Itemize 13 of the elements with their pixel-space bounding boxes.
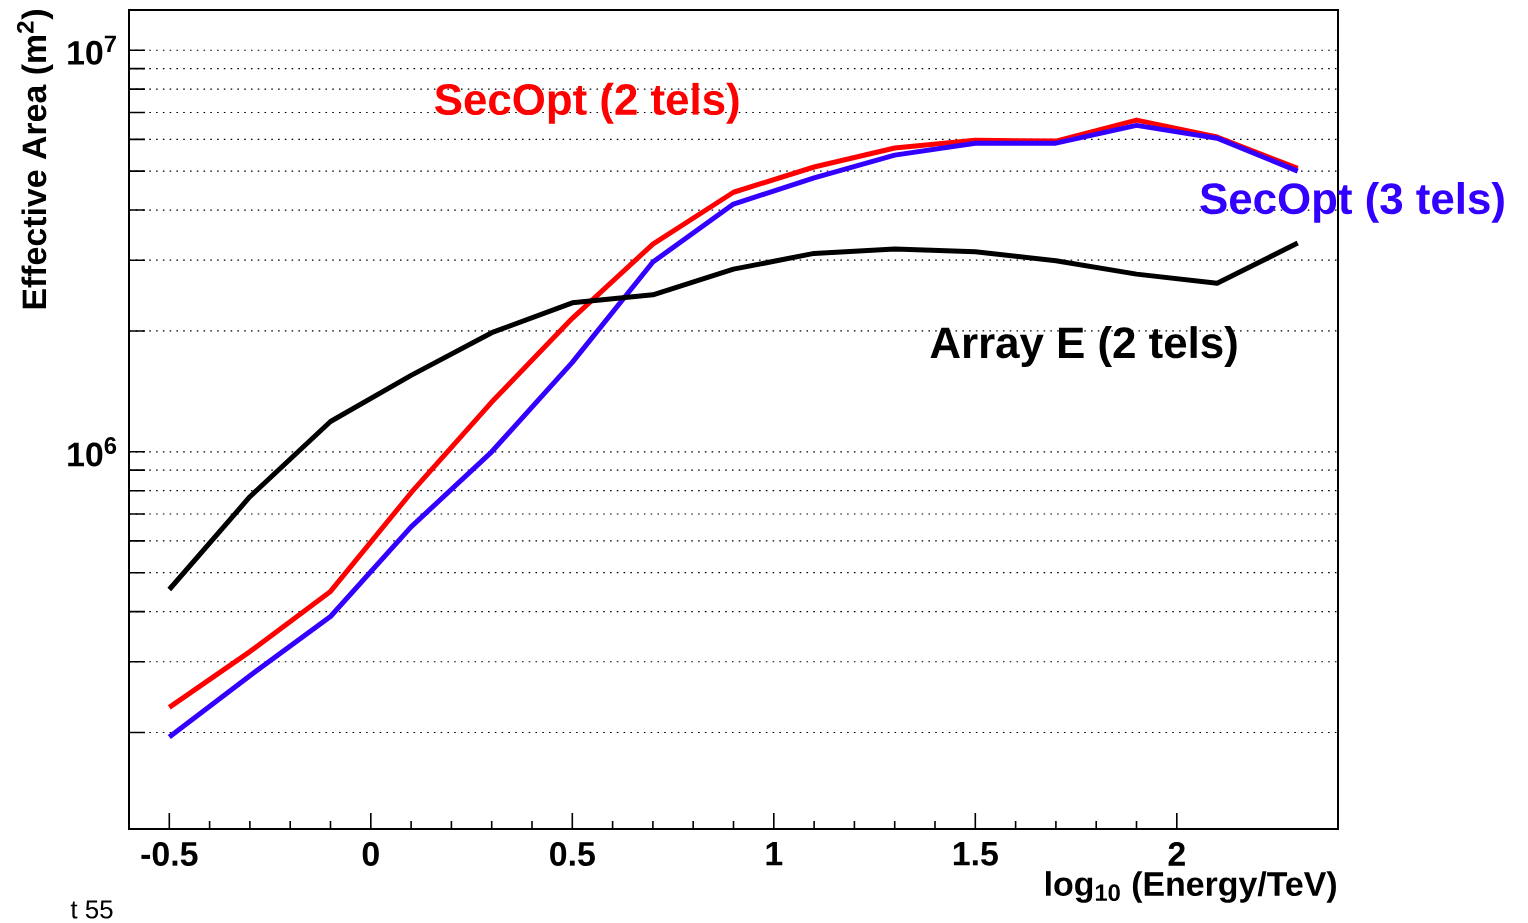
x-tick-label: 2 (1168, 842, 1185, 866)
y-tick-label: 10$^{7}$ (68, 35, 116, 65)
y-tick-label: 10$^{6}$ (68, 437, 117, 467)
x-tick-label: -0.5 (141, 842, 198, 867)
x-tick-label: 0.5 (550, 842, 595, 867)
x-tick-label: 0 (362, 842, 379, 867)
x-axis-title: log$_{10}$ (Energy/TeV) (1046, 871, 1336, 903)
x-tick-label: 1 (766, 842, 783, 866)
series-label: SecOpt (2 tels) (434, 82, 739, 124)
y-axis-title: Effective Area (m$^{2}$) (16, 10, 54, 309)
series-label: Array E (2 tels) (930, 326, 1237, 367)
x-tick-label: 1.5 (953, 842, 998, 866)
text: t 55 (70, 900, 113, 919)
